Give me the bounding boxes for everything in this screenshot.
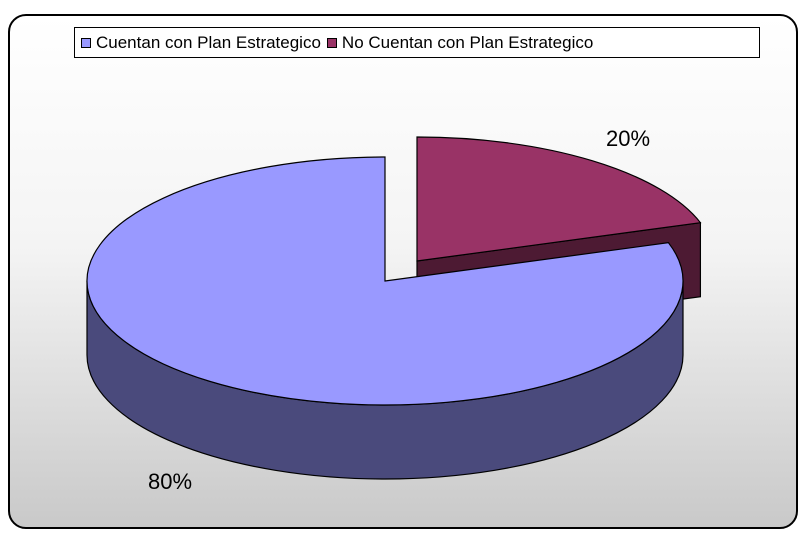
legend-swatch-no-cuentan	[326, 37, 337, 48]
legend-item-no-cuentan: No Cuentan con Plan Estrategico	[326, 32, 594, 53]
legend-label-cuentan: Cuentan con Plan Estrategico	[96, 32, 321, 52]
slice-no-cuentan	[416, 136, 702, 262]
slice-cuentan	[86, 156, 684, 406]
legend-item-cuentan: Cuentan con Plan Estrategico	[81, 33, 321, 53]
legend: Cuentan con Plan Estrategico No Cuentan …	[74, 27, 760, 58]
data-label-cuentan: 80%	[148, 469, 192, 494]
data-label-no-cuentan: 20%	[606, 126, 650, 151]
legend-swatch-cuentan	[81, 37, 91, 48]
legend-label-no-cuentan: No Cuentan con Plan Estrategico	[341, 32, 594, 52]
